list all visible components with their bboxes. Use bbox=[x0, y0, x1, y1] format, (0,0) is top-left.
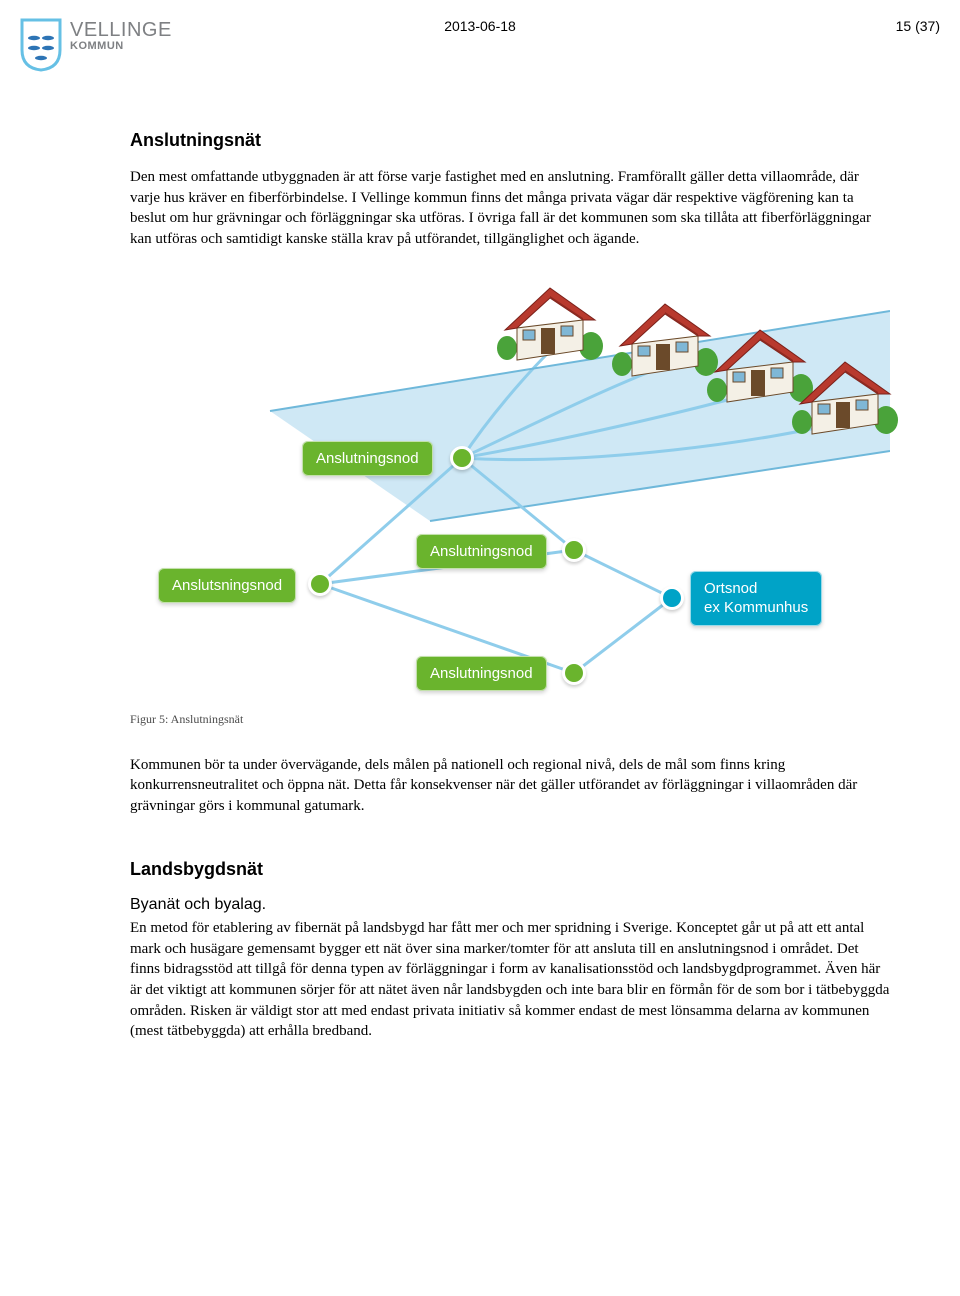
logo-sub: KOMMUN bbox=[70, 41, 172, 53]
node-label-mid: Anslutningsnod bbox=[416, 534, 547, 569]
node-label-left: Anslutsningsnod bbox=[158, 568, 296, 603]
section1-title: Anslutningsnät bbox=[130, 130, 890, 151]
header-page: 15 (37) bbox=[896, 18, 940, 34]
header-date: 2013-06-18 bbox=[444, 18, 516, 34]
section2-subtitle: Byanät och byalag. bbox=[130, 896, 890, 914]
node-label-top: Anslutningsnod bbox=[302, 441, 433, 476]
page-header: VELLINGE KOMMUN 2013-06-18 15 (37) bbox=[20, 18, 940, 88]
logo: VELLINGE KOMMUN bbox=[20, 18, 172, 72]
section1-para: Den mest omfattande utbyggnaden är att f… bbox=[130, 167, 890, 250]
figure-caption: Figur 5: Anslutningsnät bbox=[130, 712, 890, 727]
para-after-figure: Kommunen bör ta under övervägande, dels … bbox=[130, 755, 890, 817]
house-icon bbox=[790, 352, 900, 445]
section2-title: Landsbygdsnät bbox=[130, 859, 890, 880]
logo-brand: VELLINGE bbox=[70, 20, 172, 41]
house-icon bbox=[495, 278, 605, 371]
dot-left bbox=[308, 572, 332, 596]
ortsnod-line1: Ortsnod bbox=[704, 580, 757, 597]
house-icon bbox=[610, 294, 720, 387]
node-label-bot: Anslutningsnod bbox=[416, 656, 547, 691]
dot-bot bbox=[562, 661, 586, 685]
shield-icon bbox=[20, 18, 62, 72]
node-label-ortsnod: Ortsnod ex Kommunhus bbox=[690, 571, 822, 627]
logo-text: VELLINGE KOMMUN bbox=[70, 20, 172, 53]
dot-ortsnod bbox=[660, 586, 684, 610]
diagram: Anslutningsnod Anslutningsnod Anslutsnin… bbox=[130, 266, 890, 706]
dot-mid bbox=[562, 538, 586, 562]
dot-top bbox=[450, 446, 474, 470]
section2-para: En metod för etablering av fibernät på l… bbox=[130, 918, 890, 1042]
content: Anslutningsnät Den mest omfattande utbyg… bbox=[130, 130, 890, 1042]
ortsnod-line2: ex Kommunhus bbox=[704, 599, 808, 616]
